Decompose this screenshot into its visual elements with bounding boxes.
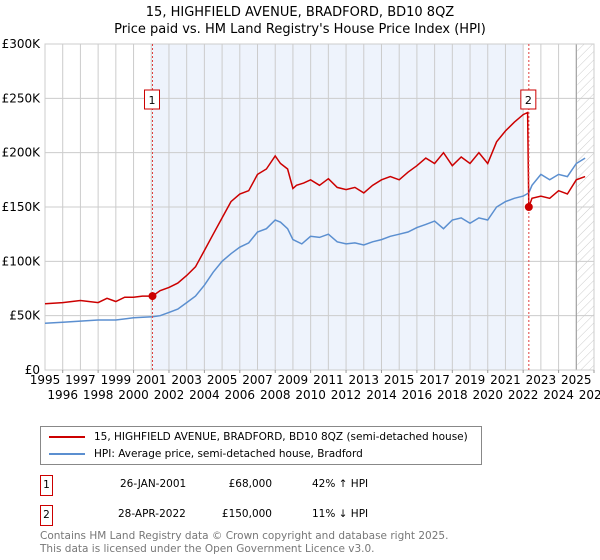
series-line-property — [44, 111, 586, 305]
legend-swatch-hpi — [49, 453, 85, 455]
y-tick-label: £300K — [2, 37, 42, 51]
footer-copyright: Contains HM Land Registry data © Crown c… — [40, 530, 449, 542]
chart-title: 15, HIGHFIELD AVENUE, BRADFORD, BD10 8QZ… — [0, 4, 600, 38]
legend-item-hpi: HPI: Average price, semi-detached house,… — [49, 447, 363, 461]
x-tick-label: 2026 — [579, 388, 600, 402]
x-tick-label: 2024 — [543, 388, 574, 402]
x-tick-label: 2008 — [260, 388, 291, 402]
x-tick-label: 2014 — [366, 388, 397, 402]
y-tick-label: £250K — [2, 91, 42, 105]
sale-badge-label: 1 — [148, 94, 155, 107]
x-tick-label: 2025 — [561, 373, 592, 387]
x-tick-label: 2015 — [384, 373, 415, 387]
title-line-1: 15, HIGHFIELD AVENUE, BRADFORD, BD10 8QZ — [145, 5, 455, 20]
x-tick-label: 2023 — [526, 373, 557, 387]
x-tick-label: 2000 — [118, 388, 149, 402]
y-tick-label: £200K — [2, 146, 42, 160]
x-tick-label: 2006 — [225, 388, 256, 402]
plot-border — [44, 43, 595, 371]
transaction-price: £150,000 — [221, 508, 272, 520]
x-tick-label: 2001 — [136, 373, 167, 387]
x-tick-label: 2016 — [402, 388, 433, 402]
x-tick-label: 2011 — [313, 373, 344, 387]
transaction-price: £68,000 — [228, 478, 272, 490]
x-tick-label: 2019 — [455, 373, 486, 387]
legend-label-property: 15, HIGHFIELD AVENUE, BRADFORD, BD10 8QZ… — [94, 431, 468, 443]
legend-item-property: 15, HIGHFIELD AVENUE, BRADFORD, BD10 8QZ… — [49, 430, 468, 444]
sale-badge-box — [520, 89, 537, 110]
price-chart: 1 219951996199719981999200020012002200320… — [2, 37, 600, 402]
x-tick-label: 1995 — [30, 373, 61, 387]
x-tick-label: 2018 — [437, 388, 468, 402]
legend-swatch-property — [49, 436, 85, 438]
sale-badge-label: 2 — [525, 94, 532, 107]
transaction-badge: 2 — [40, 505, 53, 526]
x-tick-label: 2007 — [242, 373, 273, 387]
footer: Contains HM Land Registry data © Crown c… — [40, 530, 448, 556]
chart-legend: 15, HIGHFIELD AVENUE, BRADFORD, BD10 8QZ… — [40, 426, 482, 465]
title-line-2: Price paid vs. HM Land Registry's House … — [114, 22, 486, 37]
x-tick-label: 1997 — [65, 373, 96, 387]
x-tick-label: 2009 — [278, 373, 309, 387]
transaction-date: 26-JAN-2001 — [120, 478, 187, 490]
x-tick-label: 2002 — [154, 388, 185, 402]
footer-licence: This data is licensed under the Open Gov… — [40, 543, 375, 555]
x-tick-label: 1998 — [83, 388, 114, 402]
x-tick-label: 2021 — [490, 373, 521, 387]
sale-point — [148, 292, 157, 301]
x-tick-label: 2005 — [207, 373, 238, 387]
transaction-badge: 1 — [40, 475, 53, 496]
x-tick-label: 2017 — [419, 373, 450, 387]
x-tick-label: 2003 — [171, 373, 202, 387]
transaction-date: 28-APR-2022 — [118, 508, 186, 520]
x-tick-label: 2012 — [331, 388, 362, 402]
x-tick-label: 1999 — [101, 373, 132, 387]
x-tick-label: 2010 — [295, 388, 326, 402]
y-tick-label: £100K — [2, 254, 42, 268]
y-tick-label: £50K — [9, 309, 41, 323]
x-tick-label: 2013 — [349, 373, 380, 387]
series-line-hpi — [44, 157, 586, 325]
sale-badge-box — [143, 89, 160, 110]
x-tick-label: 2022 — [508, 388, 539, 402]
y-tick-label: £0 — [25, 363, 40, 377]
y-tick-label: £150K — [2, 200, 42, 214]
sale-point — [524, 203, 533, 211]
transaction-hpi-diff: 42% ↑ HPI — [312, 478, 369, 490]
transaction-hpi-diff: 11% ↓ HPI — [312, 508, 369, 520]
x-tick-label: 2004 — [189, 388, 220, 402]
transaction-row: 1 26-JAN-2001 £68,000 42% ↑ HPI — [40, 475, 440, 496]
x-tick-label: 1996 — [47, 388, 78, 402]
legend-label-hpi: HPI: Average price, semi-detached house,… — [94, 448, 363, 460]
x-tick-label: 2020 — [472, 388, 503, 402]
transaction-row: 2 28-APR-2022 £150,000 11% ↓ HPI — [40, 505, 440, 526]
